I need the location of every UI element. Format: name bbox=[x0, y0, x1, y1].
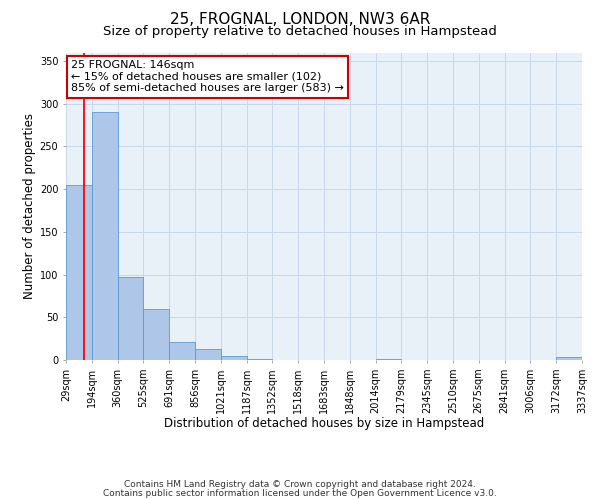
Bar bbox=[66, 185, 92, 360]
Bar bbox=[143, 308, 169, 360]
Text: Contains HM Land Registry data © Crown copyright and database right 2024.: Contains HM Land Registry data © Crown c… bbox=[124, 480, 476, 489]
Text: Size of property relative to detached houses in Hampstead: Size of property relative to detached ho… bbox=[103, 25, 497, 38]
Bar bbox=[221, 356, 247, 360]
Bar bbox=[92, 112, 118, 360]
Y-axis label: Number of detached properties: Number of detached properties bbox=[23, 114, 35, 299]
Text: 25, FROGNAL, LONDON, NW3 6AR: 25, FROGNAL, LONDON, NW3 6AR bbox=[170, 12, 430, 28]
Bar bbox=[376, 359, 401, 360]
Bar bbox=[247, 359, 272, 360]
Text: Contains public sector information licensed under the Open Government Licence v3: Contains public sector information licen… bbox=[103, 488, 497, 498]
Bar bbox=[118, 277, 143, 360]
Text: 25 FROGNAL: 146sqm
← 15% of detached houses are smaller (102)
85% of semi-detach: 25 FROGNAL: 146sqm ← 15% of detached hou… bbox=[71, 60, 344, 94]
X-axis label: Distribution of detached houses by size in Hampstead: Distribution of detached houses by size … bbox=[164, 418, 484, 430]
Bar bbox=[169, 342, 195, 360]
Bar bbox=[195, 349, 221, 360]
Bar bbox=[556, 358, 582, 360]
